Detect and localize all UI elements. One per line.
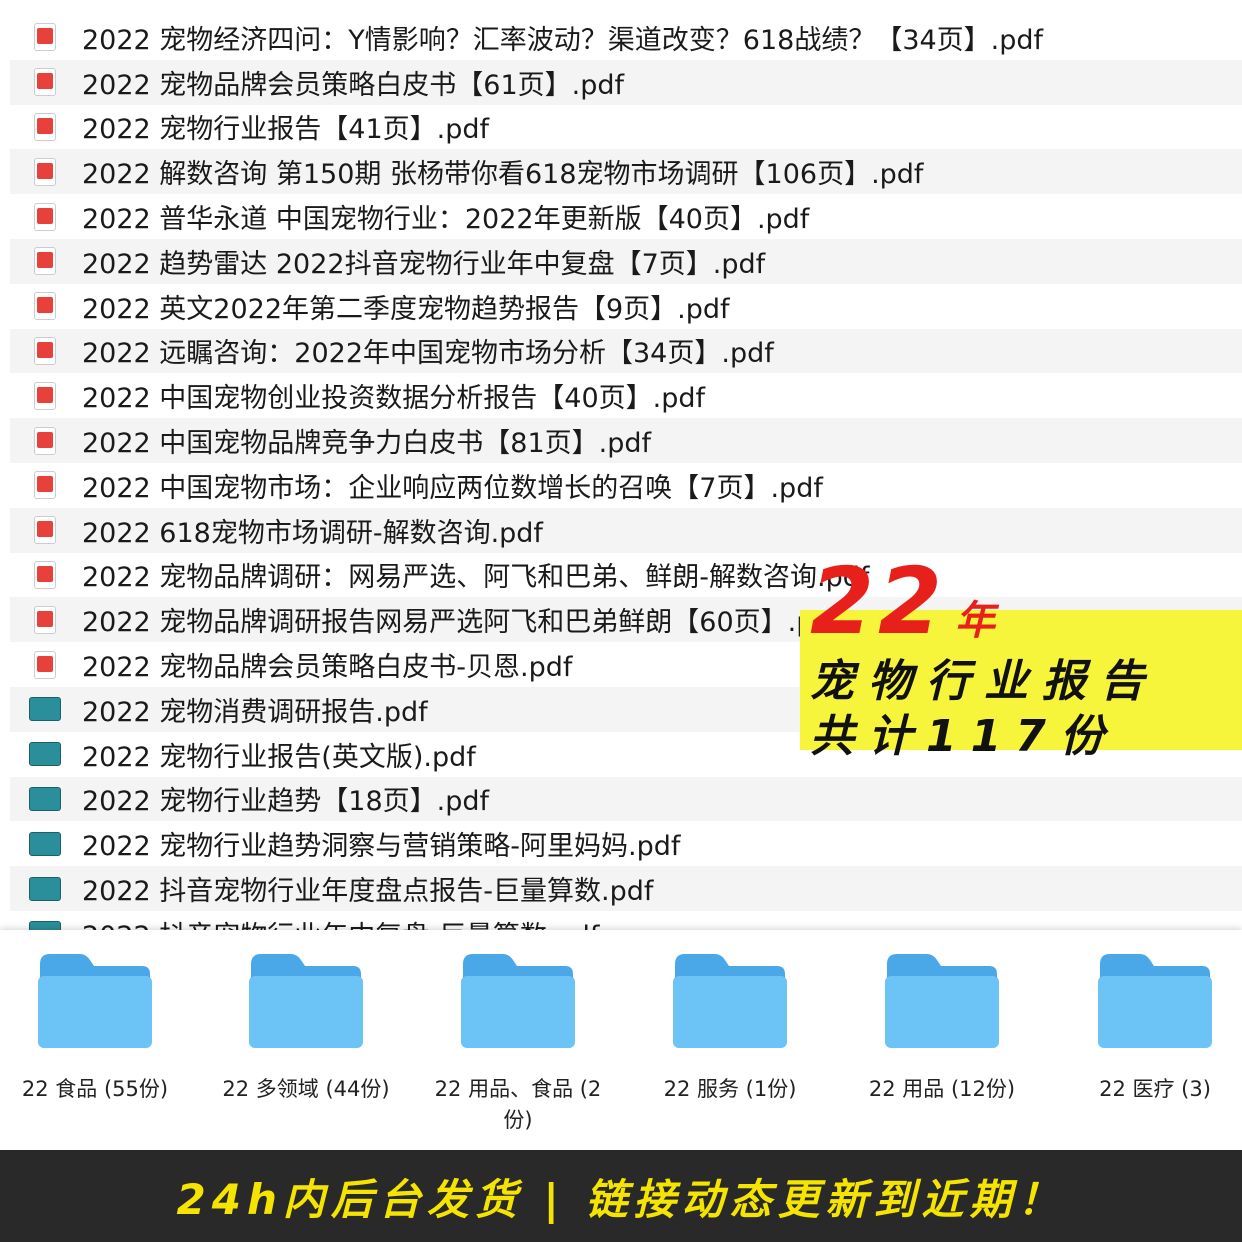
file-name: 2022 宠物行业趋势【18页】.pdf bbox=[82, 786, 490, 818]
file-row: 2022 普华永道 中国宠物行业：2022年更新版【40页】.pdf bbox=[10, 194, 1242, 239]
folder-icon bbox=[673, 954, 787, 1048]
file-icon bbox=[34, 516, 56, 545]
overlay-title: 宠物行业报告 bbox=[810, 656, 1158, 707]
file-icon bbox=[34, 202, 56, 231]
file-row: 2022 宠物行业报告(英文版).pdf bbox=[10, 732, 1242, 777]
file-row: 2022 趋势雷达 2022抖音宠物行业年中复盘【7页】.pdf bbox=[10, 239, 1242, 284]
file-row: 2022 宠物品牌会员策略白皮书【61页】.pdf bbox=[10, 59, 1242, 105]
file-icon bbox=[34, 650, 56, 679]
file-icon bbox=[34, 23, 56, 52]
file-row: 2022 抖音宠物行业年中复盘-巨量算数.pdf bbox=[10, 911, 1242, 930]
file-name: 2022 宠物品牌调研：网易严选、阿飞和巴弟、鲜朗-解数咨询.pdf bbox=[82, 562, 870, 594]
file-name: 2022 抖音宠物行业年中复盘-巨量算数.pdf bbox=[82, 914, 599, 930]
file-name: 2022 抖音宠物行业年度盘点报告-巨量算数.pdf bbox=[82, 876, 654, 908]
folder-label: 22 医疗 (3) bbox=[1099, 1077, 1211, 1101]
file-list: 2022 宠物经济四问：Y情影响？汇率波动？渠道改变？618战绩？【34页】.p… bbox=[10, 15, 1242, 930]
file-row: 2022 中国宠物市场：企业响应两位数增长的召唤【7页】.pdf bbox=[10, 463, 1242, 508]
folder-label: 22 食品 (55份) bbox=[21, 1077, 169, 1101]
file-row: 2022 抖音宠物行业年度盘点报告-巨量算数.pdf bbox=[10, 866, 1242, 911]
file-icon bbox=[34, 157, 56, 186]
file-name: 2022 远瞩咨询：2022年中国宠物市场分析【34页】.pdf bbox=[82, 338, 774, 370]
file-icon bbox=[29, 697, 61, 722]
file-name: 2022 宠物行业报告【41页】.pdf bbox=[82, 114, 490, 146]
file-icon bbox=[29, 742, 61, 767]
folder-label: 22 用品、食品 (2份) bbox=[434, 1077, 602, 1132]
file-icon bbox=[34, 292, 56, 321]
file-name: 2022 宠物行业报告(英文版).pdf bbox=[82, 741, 476, 773]
file-icon bbox=[34, 605, 56, 634]
file-name: 2022 中国宠物创业投资数据分析报告【40页】.pdf bbox=[82, 383, 706, 415]
folder: 22 用品 (12份) bbox=[837, 950, 1047, 1105]
banner: 24h内后台发货 | 链接动态更新到近期！ bbox=[0, 1150, 1242, 1242]
file-icon bbox=[29, 876, 61, 901]
file-name: 2022 解数咨询 第150期 张杨带你看618宠物市场调研【106页】.pdf bbox=[82, 159, 924, 191]
file-row: 2022 英文2022年第二季度宠物趋势报告【9页】.pdf bbox=[10, 284, 1242, 329]
file-icon bbox=[29, 831, 61, 856]
file-icon bbox=[34, 247, 56, 276]
file-name: 2022 宠物品牌会员策略白皮书【61页】.pdf bbox=[82, 69, 625, 101]
file-name: 2022 618宠物市场调研-解数咨询.pdf bbox=[82, 517, 543, 549]
overlay-count: 共计117份 bbox=[810, 711, 1118, 762]
folder: 22 用品、食品 (2份) bbox=[413, 950, 623, 1136]
folder-label: 22 多领域 (44份) bbox=[222, 1077, 390, 1101]
folder-panel: 22 食品 (55份) 22 多领域 (44份) 22 用品、食品 (2份) 22 服… bbox=[0, 930, 1242, 1150]
file-icon bbox=[34, 471, 56, 500]
file-name: 2022 宠物品牌调研报告网易严选阿飞和巴弟鲜朗【60页】.pdf bbox=[82, 607, 841, 639]
file-icon bbox=[34, 426, 56, 455]
file-row: 2022 中国宠物品牌竞争力白皮书【81页】.pdf bbox=[10, 418, 1242, 463]
folder-label: 22 用品 (12份) bbox=[868, 1077, 1016, 1101]
folder-icon bbox=[885, 954, 999, 1048]
file-row: 2022 宠物经济四问：Y情影响？汇率波动？渠道改变？618战绩？【34页】.p… bbox=[10, 15, 1242, 60]
file-name: 2022 宠物行业趋势洞察与营销策略-阿里妈妈.pdf bbox=[82, 831, 681, 863]
file-row: 2022 宠物品牌会员策略白皮书-贝恩.pdf bbox=[10, 642, 1242, 687]
folder-icon bbox=[461, 954, 575, 1048]
file-name: 2022 中国宠物市场：企业响应两位数增长的召唤【7页】.pdf bbox=[82, 472, 823, 504]
file-icon bbox=[34, 560, 56, 589]
file-row: 2022 宠物行业趋势【18页】.pdf bbox=[10, 776, 1242, 822]
banner-text: 24h内后台发货 | 链接动态更新到近期！ bbox=[176, 1174, 1066, 1224]
file-row: 2022 618宠物市场调研-解数咨询.pdf bbox=[10, 507, 1242, 553]
folder-icon bbox=[1098, 954, 1212, 1048]
file-icon bbox=[34, 112, 56, 141]
file-icon bbox=[34, 68, 56, 97]
file-row: 2022 宠物行业趋势洞察与营销策略-阿里妈妈.pdf bbox=[10, 821, 1242, 866]
file-name: 2022 普华永道 中国宠物行业：2022年更新版【40页】.pdf bbox=[82, 204, 810, 236]
file-row: 2022 解数咨询 第150期 张杨带你看618宠物市场调研【106页】.pdf bbox=[10, 149, 1242, 195]
file-icon bbox=[29, 786, 61, 811]
file-name: 2022 宠物消费调研报告.pdf bbox=[82, 696, 428, 728]
file-icon bbox=[29, 921, 61, 930]
file-row: 2022 中国宠物创业投资数据分析报告【40页】.pdf bbox=[10, 373, 1242, 418]
folder-label: 22 服务 (1份) bbox=[663, 1077, 797, 1101]
file-row: 2022 宠物行业报告【41页】.pdf bbox=[10, 105, 1242, 150]
file-name: 2022 英文2022年第二季度宠物趋势报告【9页】.pdf bbox=[82, 293, 730, 325]
file-icon bbox=[34, 381, 56, 410]
folder: 22 服务 (1份) bbox=[625, 950, 835, 1105]
file-name: 2022 宠物品牌会员策略白皮书-贝恩.pdf bbox=[82, 652, 573, 684]
folder: 22 医疗 (3) bbox=[1050, 950, 1242, 1105]
file-name: 2022 趋势雷达 2022抖音宠物行业年中复盘【7页】.pdf bbox=[82, 248, 766, 280]
file-name: 2022 宠物经济四问：Y情影响？汇率波动？渠道改变？618战绩？【34页】.p… bbox=[82, 24, 1044, 56]
folder-icon bbox=[38, 954, 152, 1048]
folder: 22 多领域 (44份) bbox=[201, 950, 411, 1105]
year-number: 22 bbox=[810, 548, 947, 655]
file-row: 2022 远瞩咨询：2022年中国宠物市场分析【34页】.pdf bbox=[10, 328, 1242, 374]
year-unit: 年 bbox=[955, 598, 995, 644]
folder-icon bbox=[249, 954, 363, 1048]
folder: 22 食品 (55份) bbox=[0, 950, 200, 1105]
highlight-box bbox=[800, 610, 1242, 750]
file-icon bbox=[34, 336, 56, 365]
file-name: 2022 中国宠物品牌竞争力白皮书【81页】.pdf bbox=[82, 428, 652, 460]
file-row: 2022 宠物品牌调研：网易严选、阿飞和巴弟、鲜朗-解数咨询.pdf bbox=[10, 553, 1242, 598]
